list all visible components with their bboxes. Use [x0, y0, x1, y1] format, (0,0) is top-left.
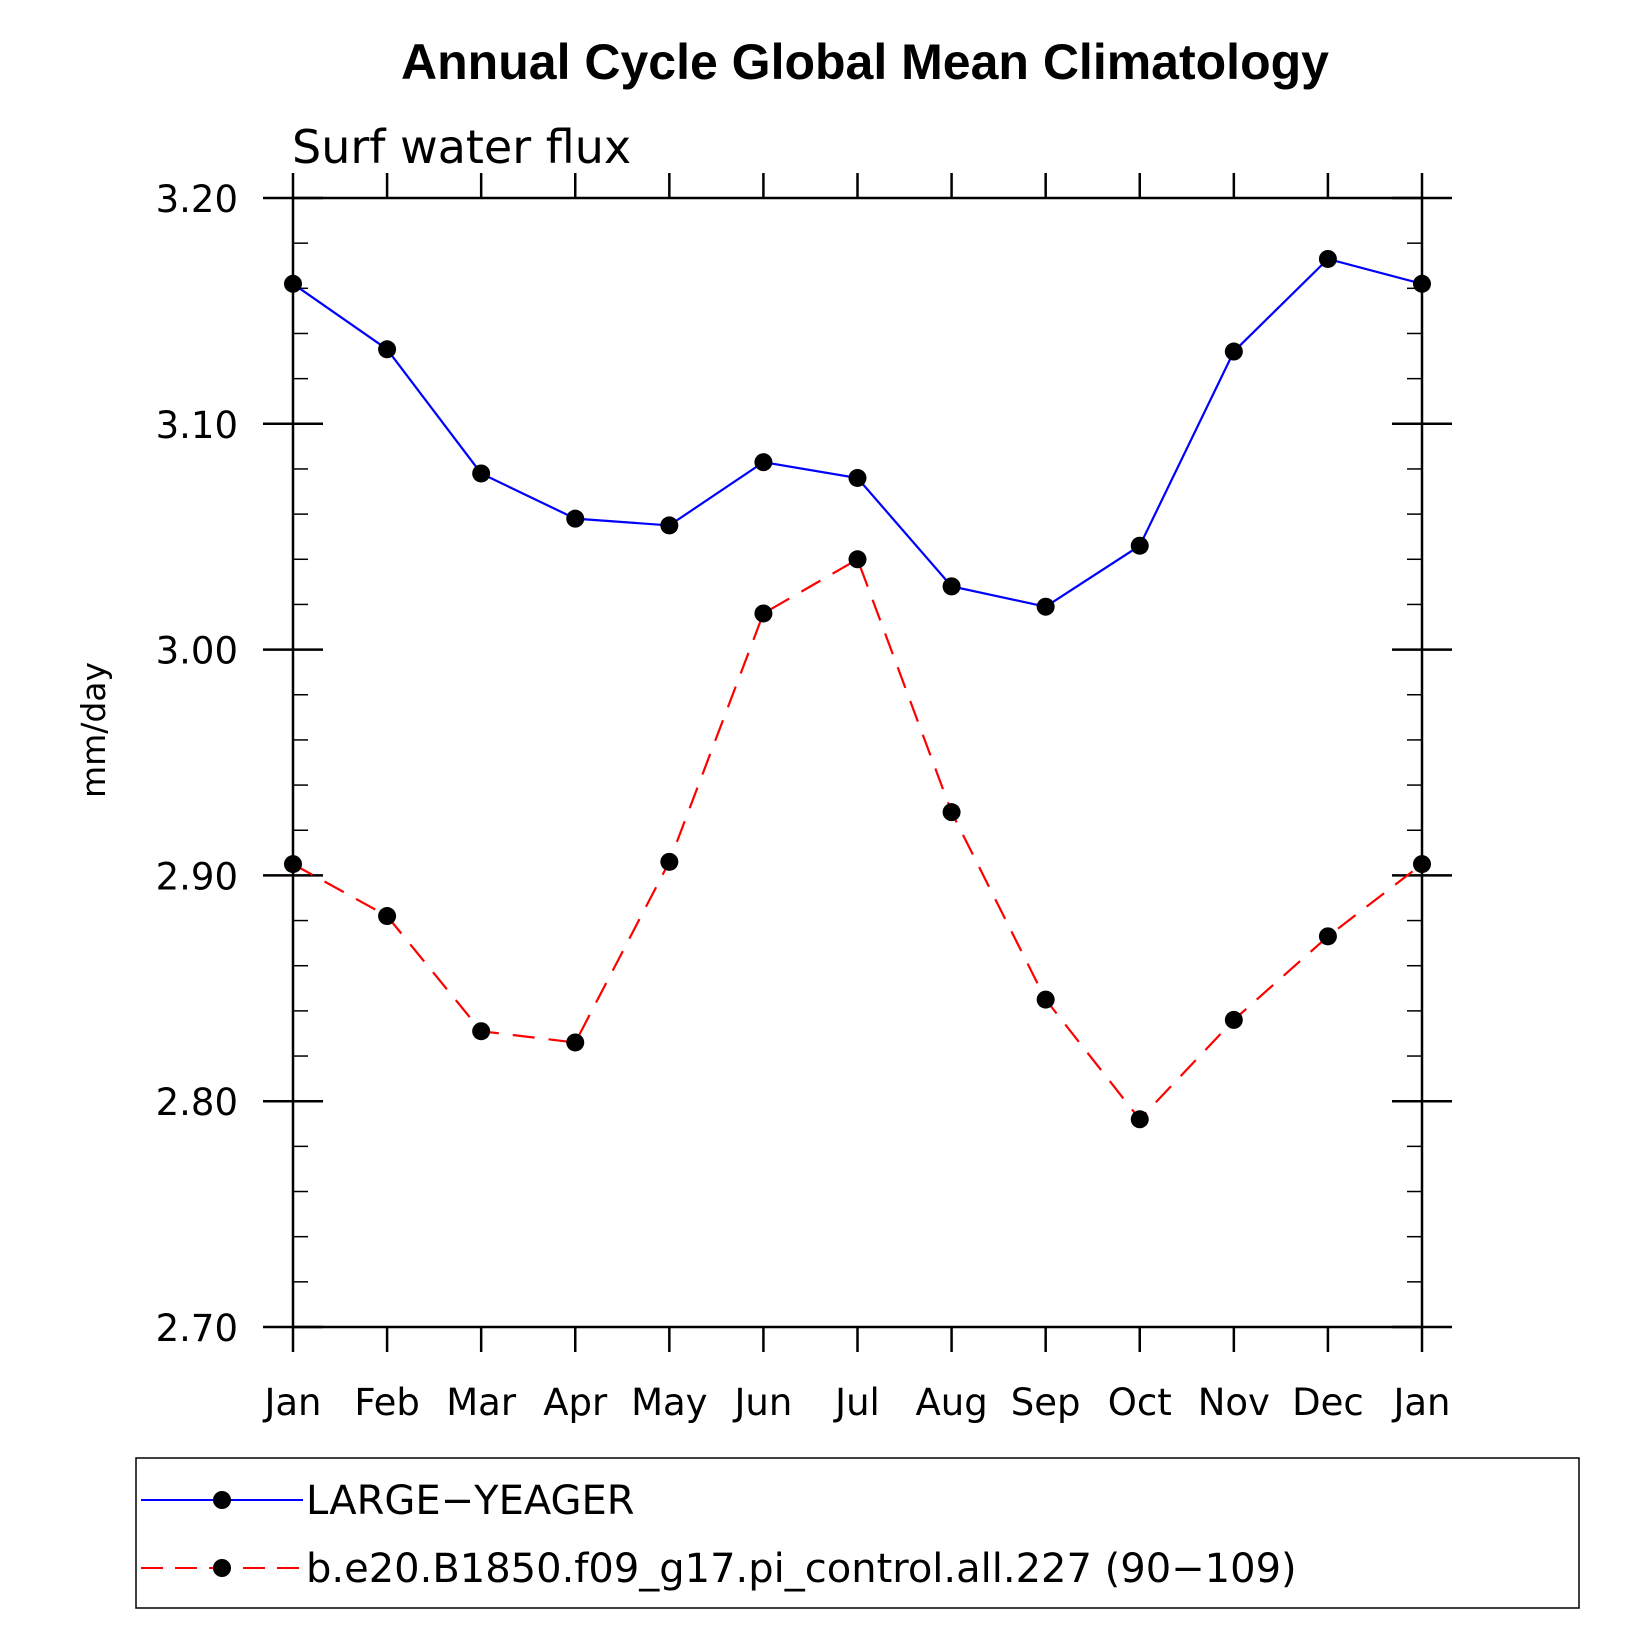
series-line-2	[292, 557, 1423, 1121]
axis-ticks	[263, 173, 1452, 1352]
data-point-series-1	[848, 468, 867, 487]
data-point-series-1	[1130, 536, 1149, 555]
y-axis-label: mm/day	[74, 662, 113, 798]
data-point-series-1	[660, 516, 679, 535]
data-point-series-2	[942, 803, 961, 822]
data-point-series-1	[1224, 342, 1243, 361]
data-point-series-2	[1413, 855, 1431, 874]
data-point-series-1	[942, 577, 961, 596]
x-tick-labels: Jan Feb Mar Apr May Jun Jul Aug Sep Oct Nov Dec Jan	[262, 1381, 1450, 1424]
chart-subtitle: Surf water flux	[292, 120, 631, 174]
y-tick-label: 3.00	[156, 630, 238, 673]
legend-label-series-2: b.e20.B1850.f09_g17.pi_control.all.227 (…	[306, 1546, 1297, 1592]
data-point-series-2	[566, 1033, 585, 1052]
series-layer	[284, 249, 1431, 1129]
data-point-series-2	[284, 855, 302, 874]
x-tick-label: Jun	[733, 1381, 793, 1424]
y-tick-label: 2.80	[156, 1081, 238, 1124]
x-tick-label: Jan	[262, 1381, 321, 1424]
legend: LARGE−YEAGER b.e20.B1850.f09_g17.pi_cont…	[135, 1457, 1580, 1609]
data-point-series-2	[1224, 1010, 1243, 1029]
y-tick-label: 3.10	[156, 404, 238, 447]
data-point-series-1	[1036, 597, 1055, 616]
data-point-series-2	[1318, 927, 1337, 946]
data-point-series-2	[378, 907, 397, 926]
x-tick-label: Nov	[1198, 1381, 1270, 1424]
data-point-series-1	[1413, 274, 1431, 293]
data-point-series-2	[754, 604, 773, 623]
x-tick-label: Sep	[1011, 1381, 1081, 1424]
data-point-series-1	[284, 274, 302, 293]
x-tick-label: Dec	[1292, 1381, 1364, 1424]
data-point-series-1	[1318, 249, 1337, 268]
x-tick-label: Oct	[1108, 1381, 1172, 1424]
data-point-series-2	[660, 852, 679, 871]
legend-marker-series-2	[213, 1559, 231, 1577]
x-tick-label: Aug	[915, 1381, 987, 1424]
x-tick-label: Feb	[354, 1381, 420, 1424]
x-tick-label: Jul	[833, 1381, 880, 1424]
y-tick-label: 2.90	[156, 855, 238, 898]
data-point-series-1	[754, 453, 773, 472]
data-point-series-2	[1036, 990, 1055, 1009]
x-tick-label: Mar	[446, 1381, 517, 1424]
y-tick-label: 3.20	[156, 178, 238, 221]
x-tick-label: Jan	[1391, 1381, 1450, 1424]
data-point-series-1	[378, 340, 397, 359]
data-point-series-2	[848, 550, 867, 569]
legend-marker-series-1	[213, 1491, 231, 1509]
legend-label-series-1: LARGE−YEAGER	[306, 1478, 635, 1524]
data-point-series-1	[566, 509, 585, 528]
plot-area-frame	[291, 196, 1424, 1329]
chart-title: Annual Cycle Global Mean Climatology	[401, 34, 1329, 90]
legend-box	[135, 1457, 1580, 1609]
x-tick-label: Apr	[543, 1381, 608, 1424]
x-tick-label: May	[631, 1381, 708, 1424]
y-tick-label: 2.70	[156, 1307, 238, 1350]
data-point-series-1	[472, 464, 491, 483]
data-point-series-2	[1130, 1110, 1149, 1129]
data-point-series-2	[472, 1022, 491, 1041]
y-tick-labels: 2.70 2.80 2.90 3.00 3.10 3.20	[156, 178, 238, 1350]
